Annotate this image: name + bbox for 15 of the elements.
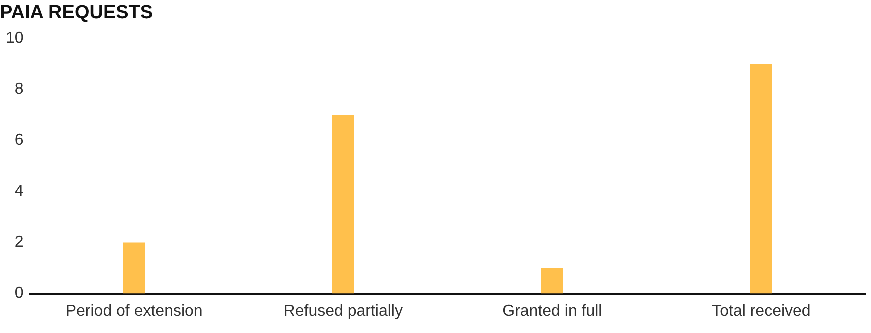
y-tick-label: 2 [14,234,24,252]
y-tick-label: 0 [14,285,24,302]
x-tick-label: Refused partially [284,302,403,320]
x-tick-label: Total received [712,302,811,320]
bar [750,64,772,294]
x-tick-label: Granted in full [502,302,602,320]
bar [123,242,146,294]
y-tick-label: 10 [6,30,24,48]
chart-title: PAIA REQUESTS [0,2,154,24]
y-tick-label: 6 [14,132,24,150]
y-tick-label: 8 [14,81,24,98]
y-tick-label: 4 [14,183,24,200]
bar [332,115,354,294]
bar [541,268,564,294]
x-tick-label: Period of extension [66,302,203,320]
